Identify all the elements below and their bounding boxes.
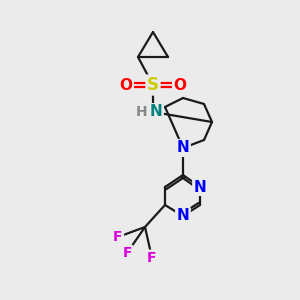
- Text: F: F: [122, 246, 132, 260]
- Text: N: N: [177, 140, 189, 155]
- Text: N: N: [150, 104, 162, 119]
- Text: N: N: [177, 208, 189, 224]
- Text: S: S: [147, 76, 159, 94]
- Text: N: N: [194, 179, 206, 194]
- Text: O: O: [119, 77, 133, 92]
- Text: F: F: [113, 230, 123, 244]
- Text: F: F: [147, 251, 157, 265]
- Text: O: O: [173, 77, 187, 92]
- Text: H: H: [136, 105, 148, 119]
